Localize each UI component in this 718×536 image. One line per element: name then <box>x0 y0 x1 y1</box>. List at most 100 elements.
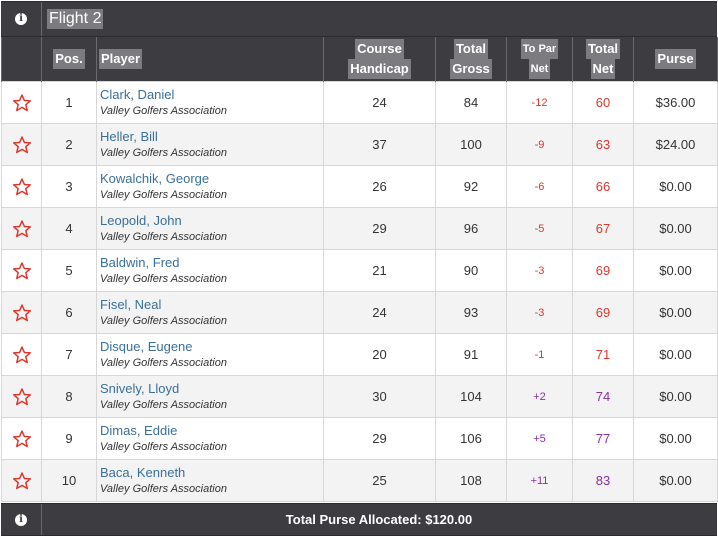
table-row: 5 Baldwin, Fred Valley Golfers Association… <box>1 249 718 292</box>
total-gross-cell: 100 <box>435 123 507 166</box>
favorite-toggle[interactable] <box>1 333 42 376</box>
star-outline-icon <box>12 93 31 111</box>
player-association: Valley Golfers Association <box>100 272 227 285</box>
position-cell: 5 <box>41 249 97 292</box>
total-net-cell: 63 <box>572 123 634 166</box>
column-header-total-net[interactable]: Total Net <box>572 37 634 82</box>
purse-cell: $24.00 <box>633 123 718 166</box>
position-cell: 6 <box>41 291 97 334</box>
to-par-net-cell: +2 <box>506 375 573 418</box>
favorite-toggle[interactable] <box>1 165 42 208</box>
player-name-link[interactable]: Snively, Lloyd <box>100 380 180 396</box>
star-outline-icon <box>12 261 31 279</box>
leaderboard-rows: 1 Clark, Daniel Valley Golfers Association… <box>1 81 718 502</box>
favorite-toggle[interactable] <box>1 249 42 292</box>
position-cell: 1 <box>41 81 97 124</box>
player-association: Valley Golfers Association <box>100 356 227 369</box>
player-association: Valley Golfers Association <box>100 146 227 159</box>
column-header-pos[interactable]: Pos. <box>41 37 97 82</box>
total-gross-cell: 106 <box>435 417 507 460</box>
purse-cell: $0.00 <box>633 417 718 460</box>
to-par-net-cell: +11 <box>506 459 573 502</box>
purse-cell: $0.00 <box>633 291 718 334</box>
column-header-player[interactable]: Player <box>96 37 324 82</box>
star-outline-icon <box>12 135 31 153</box>
player-name-link[interactable]: Baldwin, Fred <box>100 254 180 270</box>
total-purse-allocated: Total Purse Allocated: $120.00 <box>285 512 473 527</box>
favorite-toggle[interactable] <box>1 459 42 502</box>
leaderboard-table: Pos. Player Course Handicap Total Gross … <box>1 37 718 502</box>
star-outline-icon <box>12 219 31 237</box>
purse-cell: $0.00 <box>633 459 718 502</box>
column-header-purse[interactable]: Purse <box>633 37 718 82</box>
player-cell: Dimas, Eddie Valley Golfers Association <box>96 417 324 460</box>
course-handicap-cell: 24 <box>323 81 436 124</box>
total-gross-cell: 96 <box>435 207 507 250</box>
table-row: 1 Clark, Daniel Valley Golfers Association… <box>1 81 718 124</box>
column-header-course-handicap[interactable]: Course Handicap <box>323 37 436 82</box>
favorite-toggle[interactable] <box>1 123 42 166</box>
player-name-link[interactable]: Leopold, John <box>100 212 182 228</box>
player-name-link[interactable]: Disque, Eugene <box>100 338 193 354</box>
player-name-link[interactable]: Heller, Bill <box>100 128 158 144</box>
info-icon: i <box>15 513 27 526</box>
to-par-net-cell: -1 <box>506 333 573 376</box>
player-association: Valley Golfers Association <box>100 230 227 243</box>
player-name-link[interactable]: Baca, Kenneth <box>100 464 186 480</box>
total-net-cell: 77 <box>572 417 634 460</box>
total-net-cell: 60 <box>572 81 634 124</box>
player-cell: Leopold, John Valley Golfers Association <box>96 207 324 250</box>
player-association: Valley Golfers Association <box>100 440 227 453</box>
table-row: 10 Baca, Kenneth Valley Golfers Associatio… <box>1 459 718 502</box>
player-name-link[interactable]: Fisel, Neal <box>100 296 162 312</box>
star-outline-icon <box>12 471 31 489</box>
column-header-to-par-net[interactable]: To Par Net <box>506 37 573 82</box>
column-header-total-gross[interactable]: Total Gross <box>435 37 507 82</box>
course-handicap-cell: 24 <box>323 291 436 334</box>
position-cell: 7 <box>41 333 97 376</box>
total-gross-cell: 108 <box>435 459 507 502</box>
flight-header: i Flight 2 <box>1 1 717 37</box>
course-handicap-cell: 37 <box>323 123 436 166</box>
purse-cell: $36.00 <box>633 81 718 124</box>
table-row: 9 Dimas, Eddie Valley Golfers Association 2… <box>1 417 718 460</box>
star-outline-icon <box>12 387 31 405</box>
favorite-toggle[interactable] <box>1 81 42 124</box>
to-par-net-cell: -9 <box>506 123 573 166</box>
total-gross-cell: 93 <box>435 291 507 334</box>
footer-info-button[interactable]: i <box>1 504 42 535</box>
flight-title: Flight 2 <box>47 9 104 29</box>
course-handicap-cell: 20 <box>323 333 436 376</box>
favorite-toggle[interactable] <box>1 375 42 418</box>
player-cell: Heller, Bill Valley Golfers Association <box>96 123 324 166</box>
position-cell: 4 <box>41 207 97 250</box>
table-row: 3 Kowalchik, George Valley Golfers Associa… <box>1 165 718 208</box>
player-name-link[interactable]: Kowalchik, George <box>100 170 210 186</box>
player-cell: Clark, Daniel Valley Golfers Association <box>96 81 324 124</box>
course-handicap-cell: 29 <box>323 417 436 460</box>
footer-bar: i Total Purse Allocated: $120.00 <box>1 503 717 536</box>
favorite-toggle[interactable] <box>1 207 42 250</box>
favorite-toggle[interactable] <box>1 291 42 334</box>
to-par-net-cell: -3 <box>506 291 573 334</box>
flight-info-button[interactable]: i <box>1 2 42 36</box>
position-cell: 10 <box>41 459 97 502</box>
total-net-cell: 69 <box>572 249 634 292</box>
to-par-net-cell: -12 <box>506 81 573 124</box>
player-name-link[interactable]: Dimas, Eddie <box>100 422 178 438</box>
position-cell: 9 <box>41 417 97 460</box>
player-cell: Disque, Eugene Valley Golfers Association <box>96 333 324 376</box>
to-par-net-cell: -5 <box>506 207 573 250</box>
player-name-link[interactable]: Clark, Daniel <box>100 86 175 102</box>
player-cell: Kowalchik, George Valley Golfers Associat… <box>96 165 324 208</box>
total-gross-cell: 90 <box>435 249 507 292</box>
purse-cell: $0.00 <box>633 375 718 418</box>
table-row: 4 Leopold, John Valley Golfers Association… <box>1 207 718 250</box>
star-outline-icon <box>12 429 31 447</box>
player-association: Valley Golfers Association <box>100 314 227 327</box>
favorite-toggle[interactable] <box>1 417 42 460</box>
total-gross-cell: 104 <box>435 375 507 418</box>
purse-cell: $0.00 <box>633 333 718 376</box>
player-association: Valley Golfers Association <box>100 398 227 411</box>
player-cell: Snively, Lloyd Valley Golfers Association <box>96 375 324 418</box>
